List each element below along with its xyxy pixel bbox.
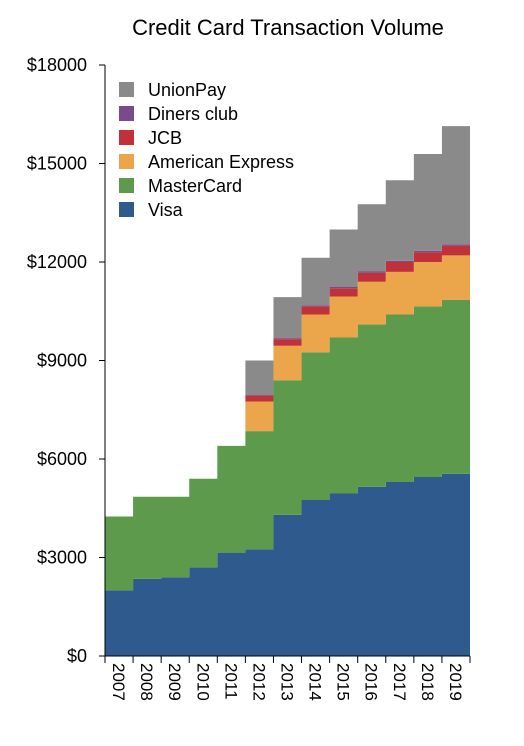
legend-label: American Express <box>148 152 294 172</box>
area-unionpay <box>105 126 470 517</box>
x-tick-label: 2015 <box>334 663 353 701</box>
legend-swatch <box>119 154 134 169</box>
legend-swatch <box>119 106 134 121</box>
x-tick-label: 2007 <box>109 663 128 701</box>
legend-label: Diners club <box>148 104 238 124</box>
x-tick-label: 2013 <box>278 663 297 701</box>
x-tick-label: 2014 <box>306 663 325 701</box>
legend-swatch <box>119 202 134 217</box>
x-tick-label: 2012 <box>249 663 268 701</box>
x-tick-label: 2019 <box>446 663 465 701</box>
y-tick-label: $9000 <box>37 351 87 371</box>
legend: UnionPay Diners club JCB American Express Ma… <box>119 80 294 220</box>
chart-title: Credit Card Transaction Volume <box>132 15 444 40</box>
area-visa <box>105 473 470 656</box>
x-tick-label: 2008 <box>137 663 156 701</box>
y-tick-label: $0 <box>67 646 87 666</box>
legend-item-american-express: American Express <box>119 152 294 172</box>
legend-item-unionpay: UnionPay <box>119 80 226 100</box>
x-tick-label: 2018 <box>418 663 437 701</box>
legend-label: Visa <box>148 200 184 220</box>
legend-swatch <box>119 178 134 193</box>
legend-label: JCB <box>148 128 182 148</box>
x-tick-label: 2017 <box>390 663 409 701</box>
y-axis: $0 $3000 $6000 $9000 $12000 $15000 $18000 <box>27 55 106 666</box>
area-american-express <box>105 255 470 517</box>
y-tick-label: $15000 <box>27 154 87 174</box>
legend-swatch <box>119 130 134 145</box>
legend-item-mastercard: MasterCard <box>119 176 242 196</box>
stacked-areas <box>105 126 470 656</box>
y-tick-label: $12000 <box>27 252 87 272</box>
legend-item-jcb: JCB <box>119 128 182 148</box>
legend-swatch <box>119 82 134 97</box>
x-tick-label: 2016 <box>362 663 381 701</box>
x-tick-label: 2009 <box>165 663 184 701</box>
y-tick-label: $3000 <box>37 548 87 568</box>
legend-label: UnionPay <box>148 80 226 100</box>
y-tick-label: $6000 <box>37 449 87 469</box>
legend-item-diners-club: Diners club <box>119 104 238 124</box>
x-tick-label: 2010 <box>193 663 212 701</box>
legend-item-visa: Visa <box>119 200 184 220</box>
x-axis: 2007 2008 2009 2010 2011 2012 2013 2014 2015 2016… <box>104 655 471 701</box>
area-mastercard <box>105 299 470 591</box>
y-tick-label: $18000 <box>27 55 87 75</box>
x-tick-label: 2011 <box>221 663 240 700</box>
legend-label: MasterCard <box>148 176 242 196</box>
